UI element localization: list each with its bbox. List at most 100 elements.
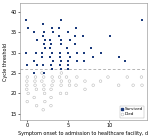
Point [58,64,61,66]
Point [60,72,63,74]
Point [107,76,109,78]
Point [67,64,69,66]
Point [51,31,54,33]
Point [41,80,43,82]
Point [76,51,78,54]
Point [26,84,28,86]
Point [50,43,52,45]
Point [26,100,28,103]
Point [51,60,54,62]
Point [49,55,52,58]
Point [43,84,45,86]
Point [49,39,51,41]
Point [126,76,128,78]
Point [44,100,46,103]
Point [43,88,45,90]
Point [74,35,76,37]
Point [92,84,94,86]
Point [34,80,36,82]
Point [35,51,38,54]
Point [50,105,52,107]
Point [26,76,28,78]
Point [123,60,126,62]
Point [42,35,45,37]
Point [68,84,71,86]
Point [41,23,44,25]
Point [35,105,38,107]
Point [42,109,44,111]
Point [34,76,37,78]
Point [82,60,85,62]
Point [69,39,71,41]
Point [26,64,28,66]
Point [25,51,27,54]
Point [92,55,94,58]
Point [40,55,43,58]
Legend: Survived, Died: Survived, Died [120,106,144,118]
Point [99,80,102,82]
Point [58,27,60,29]
Point [59,92,62,95]
Point [58,76,61,78]
Point [141,84,143,86]
Point [33,72,35,74]
Y-axis label: Cycle threshold: Cycle threshold [3,43,8,81]
Point [52,80,54,82]
Point [27,92,29,95]
Point [108,35,111,37]
Point [117,84,120,86]
Point [26,27,29,29]
Point [43,47,46,49]
Point [43,92,46,95]
Point [50,88,52,90]
Point [34,84,36,86]
Point [25,19,27,21]
Point [59,51,61,54]
Point [67,31,69,33]
Point [66,68,69,70]
Point [32,60,35,62]
Point [51,76,53,78]
Point [42,64,45,66]
Point [33,96,35,99]
Point [132,84,134,86]
Point [35,39,38,41]
Point [44,39,46,41]
Point [51,68,54,70]
Point [41,72,43,74]
Point [60,68,62,70]
Point [60,80,63,82]
Point [67,60,69,62]
Point [84,80,86,82]
Point [76,76,78,78]
Point [60,39,62,41]
Point [65,92,68,95]
Point [66,47,68,49]
Point [74,43,76,45]
Point [59,19,62,21]
Point [35,88,38,90]
Point [90,47,93,49]
Point [67,51,69,54]
Point [43,43,45,45]
Point [42,72,45,74]
Point [68,80,71,82]
Point [84,88,86,90]
Point [58,55,61,58]
Point [49,47,52,49]
Point [140,19,143,21]
Point [32,31,35,33]
Point [51,84,53,86]
Point [117,55,120,58]
Point [75,27,78,29]
Point [83,51,85,54]
Point [50,96,52,99]
Point [60,43,63,45]
Point [82,35,84,37]
Point [65,76,68,78]
Point [26,80,28,82]
Point [35,64,38,66]
Point [58,35,61,37]
Point [75,84,77,86]
Point [26,88,28,90]
